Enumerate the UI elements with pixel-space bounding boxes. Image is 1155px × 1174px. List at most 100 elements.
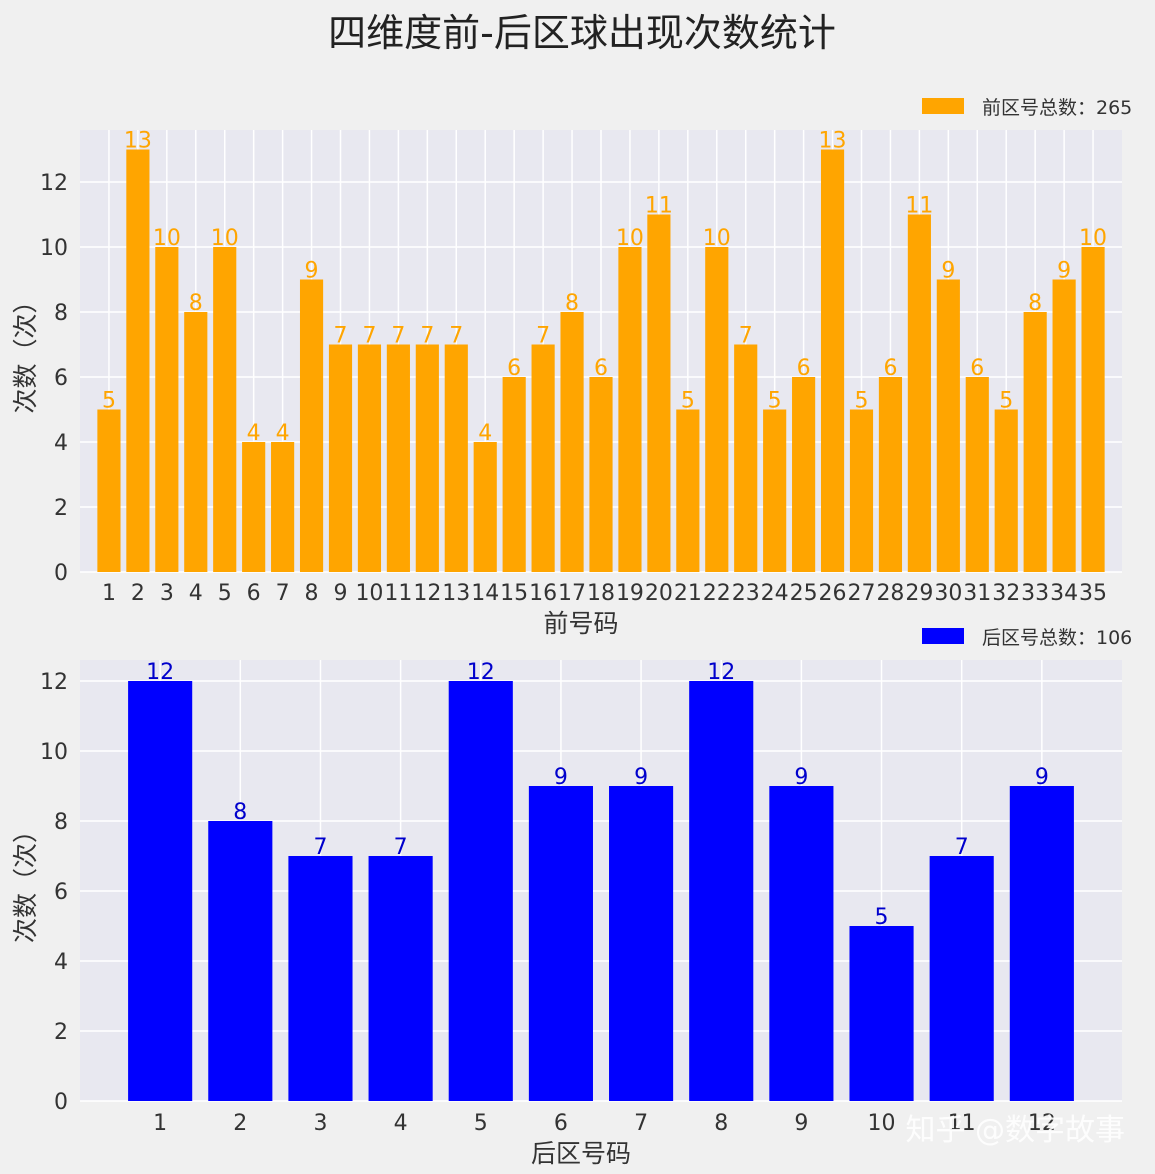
bar <box>126 149 150 572</box>
bar-value-label: 9 <box>1057 259 1071 284</box>
bar <box>1081 247 1105 572</box>
bar <box>528 786 593 1101</box>
bar-value-label: 12 <box>467 660 495 685</box>
bar <box>560 312 584 572</box>
x-tick-label: 15 <box>500 581 528 606</box>
y-tick-label: 6 <box>54 880 68 905</box>
bar-value-label: 5 <box>999 389 1013 414</box>
x-tick-label: 12 <box>1028 1111 1056 1136</box>
bar-value-label: 10 <box>153 226 181 251</box>
x-tick-label: 2 <box>131 581 145 606</box>
y-tick-label: 4 <box>54 950 68 975</box>
y-tick-label: 4 <box>54 431 68 456</box>
bar <box>820 149 845 572</box>
bar-value-label: 9 <box>941 259 955 284</box>
bar <box>849 409 874 572</box>
front-zone-chart: 0246810125113210384105464798797107117127… <box>11 97 1132 638</box>
bar-value-label: 9 <box>305 259 319 284</box>
bar-value-label: 6 <box>594 356 608 381</box>
x-tick-label: 20 <box>645 581 673 606</box>
bar <box>609 786 674 1101</box>
bar <box>1023 312 1047 572</box>
bar-value-label: 8 <box>233 800 247 825</box>
bar-value-label: 10 <box>703 226 731 251</box>
x-tick-label: 23 <box>732 581 760 606</box>
bar-value-label: 4 <box>276 421 290 446</box>
bar <box>907 214 931 572</box>
bar <box>689 681 754 1101</box>
bar <box>647 214 671 572</box>
x-tick-label: 35 <box>1079 581 1107 606</box>
x-tick-label: 17 <box>558 581 586 606</box>
bar <box>929 856 994 1101</box>
y-tick-label: 8 <box>54 810 68 835</box>
x-tick-label: 11 <box>948 1111 976 1136</box>
x-tick-label: 10 <box>355 581 383 606</box>
bar <box>618 247 642 572</box>
bar-value-label: 7 <box>313 835 327 860</box>
bar <box>849 926 914 1101</box>
x-tick-label: 14 <box>471 581 499 606</box>
x-tick-label: 29 <box>905 581 933 606</box>
bar-value-label: 8 <box>565 291 579 316</box>
bar <box>128 681 193 1101</box>
bar <box>213 247 237 572</box>
bar-value-label: 12 <box>146 660 174 685</box>
x-tick-label: 7 <box>634 1111 648 1136</box>
bar-value-label: 4 <box>247 421 261 446</box>
x-axis-label: 后区号码 <box>531 1139 631 1168</box>
y-tick-label: 0 <box>54 1090 68 1115</box>
bar-value-label: 7 <box>955 835 969 860</box>
legend-swatch <box>922 98 964 114</box>
bar <box>763 409 787 572</box>
x-tick-label: 12 <box>413 581 441 606</box>
x-tick-label: 4 <box>394 1111 408 1136</box>
bar <box>936 279 960 572</box>
bar <box>473 442 497 572</box>
bar <box>1052 279 1076 572</box>
bar-value-label: 8 <box>189 291 203 316</box>
x-tick-label: 1 <box>102 581 116 606</box>
y-tick-label: 0 <box>54 561 68 586</box>
x-tick-label: 3 <box>160 581 174 606</box>
back-zone-chart: 0 2 4 6 8 10 12 12 1 8 2 7 3 7 4 12 5 9 6 9 7 12 8 9 9 5 10 7 11 9 12 后… <box>11 627 1132 1168</box>
bar-value-label: 13 <box>819 129 847 154</box>
watermark: 知乎 @数字故事 <box>905 1113 1125 1148</box>
x-tick-label: 3 <box>313 1111 327 1136</box>
bar <box>531 344 555 572</box>
bar-value-label: 13 <box>124 129 152 154</box>
bar-value-label: 7 <box>420 324 434 349</box>
x-tick-label: 18 <box>587 581 615 606</box>
y-tick-label: 2 <box>54 496 68 521</box>
x-axis-label: 前号码 <box>543 609 618 638</box>
bar-value-label: 11 <box>905 194 933 219</box>
bar <box>676 409 700 572</box>
bar-value-label: 11 <box>645 194 673 219</box>
x-tick-label: 21 <box>674 581 702 606</box>
bar-value-label: 5 <box>681 389 695 414</box>
x-tick-label: 4 <box>189 581 203 606</box>
chart-title: 四维度前-后区球出现次数统计 <box>328 11 836 55</box>
bar <box>328 344 353 572</box>
bar <box>878 377 903 572</box>
bar <box>589 377 613 572</box>
y-tick-label: 12 <box>40 171 68 196</box>
x-tick-label: 1 <box>153 1111 167 1136</box>
bar-value-label: 9 <box>1035 765 1049 790</box>
x-tick-label: 33 <box>1021 581 1049 606</box>
y-tick-label: 8 <box>54 301 68 326</box>
x-tick-label: 34 <box>1050 581 1078 606</box>
bar-value-label: 6 <box>883 356 897 381</box>
legend-label: 前区号总数：265 <box>982 97 1132 119</box>
x-tick-label: 28 <box>876 581 904 606</box>
bar-value-label: 9 <box>554 765 568 790</box>
bar-value-label: 5 <box>875 905 889 930</box>
bar <box>288 856 353 1101</box>
x-tick-label: 22 <box>703 581 731 606</box>
bar-value-label: 7 <box>449 324 463 349</box>
y-tick-label: 10 <box>40 236 68 261</box>
bar <box>994 409 1018 572</box>
bar-value-label: 5 <box>102 389 116 414</box>
bar <box>965 377 989 572</box>
